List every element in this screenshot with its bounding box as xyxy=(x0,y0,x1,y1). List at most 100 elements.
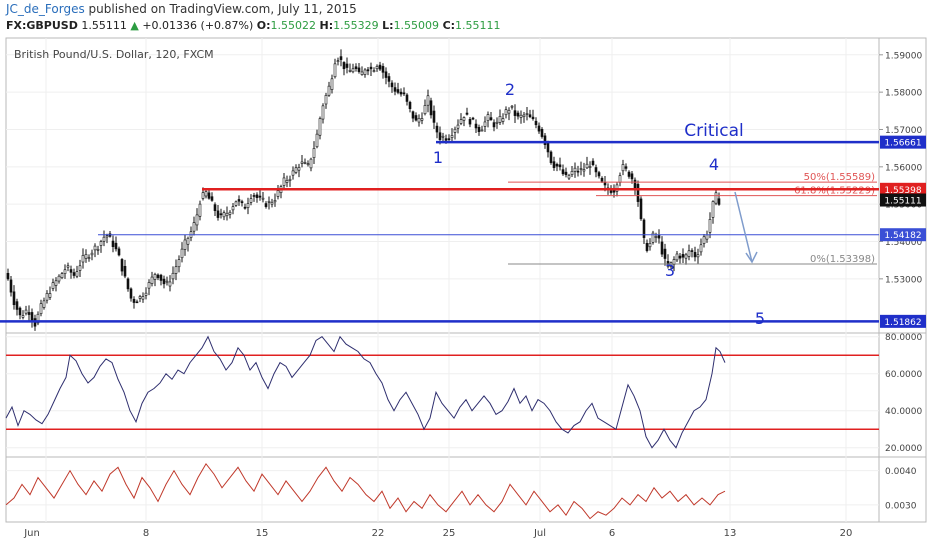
x-tick-label: Jun xyxy=(23,528,40,539)
candle-body xyxy=(675,253,679,261)
candle-body xyxy=(45,293,49,301)
open-label: O: xyxy=(256,19,271,32)
close-value: 1.55111 xyxy=(455,19,501,32)
candle-body xyxy=(402,92,406,95)
critical-label: Critical xyxy=(684,121,743,141)
author-link[interactable]: JC_de_Forges xyxy=(6,2,85,16)
candle-body xyxy=(210,196,214,201)
osc-tick-label: 20.0000 xyxy=(885,444,922,454)
candle-body xyxy=(231,206,235,211)
candle-body xyxy=(579,168,583,170)
candle-body xyxy=(339,56,343,60)
candle-body xyxy=(441,135,445,138)
osc-tick-label: 60.0000 xyxy=(885,370,922,380)
candle-body xyxy=(69,269,73,273)
candle-body xyxy=(537,125,541,132)
candle-body xyxy=(132,298,136,303)
candle-body xyxy=(249,198,253,203)
x-tick-label: 25 xyxy=(443,528,456,539)
candle-body xyxy=(528,114,532,118)
candle-body xyxy=(366,69,370,72)
candle-body xyxy=(375,66,379,70)
candle-body xyxy=(477,127,481,132)
candle-body xyxy=(633,179,637,189)
candle-body xyxy=(567,175,571,179)
candle-body xyxy=(294,167,298,173)
x-tick-label: 15 xyxy=(256,528,269,539)
candle-body xyxy=(384,71,388,78)
osc-tick-label: 80.0000 xyxy=(885,333,922,343)
candle-body xyxy=(234,201,238,206)
x-tick-label: 8 xyxy=(143,528,149,539)
candle-body xyxy=(576,170,580,173)
candle-body xyxy=(174,266,178,274)
projection-arrow-line xyxy=(734,191,753,263)
candle-body xyxy=(495,121,499,124)
candle-body xyxy=(72,272,76,276)
candle-body xyxy=(486,114,490,121)
candle-body xyxy=(162,278,166,285)
candle-body xyxy=(153,274,157,280)
candle-body xyxy=(396,89,400,93)
candle-body xyxy=(126,278,130,290)
candle-body xyxy=(48,293,52,298)
candle-body xyxy=(360,71,364,75)
candle-body xyxy=(450,135,454,138)
candle-body xyxy=(222,212,226,218)
candle-body xyxy=(489,117,493,121)
candle-body xyxy=(474,123,478,129)
candle-body xyxy=(480,129,484,132)
candle-body xyxy=(420,118,424,121)
candle-body xyxy=(78,265,82,271)
price-tag-label: 1.56661 xyxy=(884,139,921,149)
candle-body xyxy=(582,169,586,172)
candle-body xyxy=(282,177,286,186)
candle-body xyxy=(27,312,31,315)
candle-body xyxy=(342,62,346,70)
fib-level-label: 61.8%(1.55229) xyxy=(794,186,875,197)
candle-body xyxy=(42,300,46,308)
symbol-quote-line: FX:GBPUSD 1.55111 ▲ +0.01336 (+0.87%) O:… xyxy=(6,19,501,32)
last-price-tag xyxy=(880,193,926,207)
candle-body xyxy=(324,95,328,105)
candle-body xyxy=(117,248,121,256)
candle-body xyxy=(51,282,55,289)
candle-body xyxy=(102,236,106,242)
candle-body xyxy=(678,255,682,259)
candle-body xyxy=(9,279,13,293)
candle-body xyxy=(600,177,604,182)
candle-body xyxy=(549,151,553,163)
candle-body xyxy=(177,259,181,268)
candle-body xyxy=(453,128,457,133)
up-arrow-icon: ▲ xyxy=(130,19,139,32)
candle-body xyxy=(552,161,556,168)
candle-body xyxy=(276,190,280,197)
candle-body xyxy=(66,265,70,268)
candle-body xyxy=(135,301,139,304)
candle-body xyxy=(18,307,22,316)
candle-body xyxy=(660,241,664,255)
candle-body xyxy=(612,190,616,193)
candle-body xyxy=(213,204,217,211)
x-tick-label: Jul xyxy=(533,528,546,539)
candle-body xyxy=(93,245,97,251)
candle-body xyxy=(258,195,262,198)
candle-body xyxy=(363,69,367,75)
candle-body xyxy=(627,171,631,177)
candle-body xyxy=(414,115,418,121)
candle-body xyxy=(90,252,94,256)
candle-body xyxy=(390,82,394,88)
y-tick-label: 1.59000 xyxy=(885,51,922,61)
candle-body xyxy=(702,236,706,244)
candle-body xyxy=(510,105,514,108)
candle-body xyxy=(465,112,469,115)
candle-body xyxy=(690,250,694,252)
candle-body xyxy=(186,237,190,245)
candle-body xyxy=(285,180,289,183)
candle-body xyxy=(483,121,487,127)
close-label: C: xyxy=(442,19,456,32)
candle-body xyxy=(558,164,562,168)
chart-title: British Pound/U.S. Dollar, 120, FXCM xyxy=(14,48,214,61)
candle-body xyxy=(507,110,511,114)
